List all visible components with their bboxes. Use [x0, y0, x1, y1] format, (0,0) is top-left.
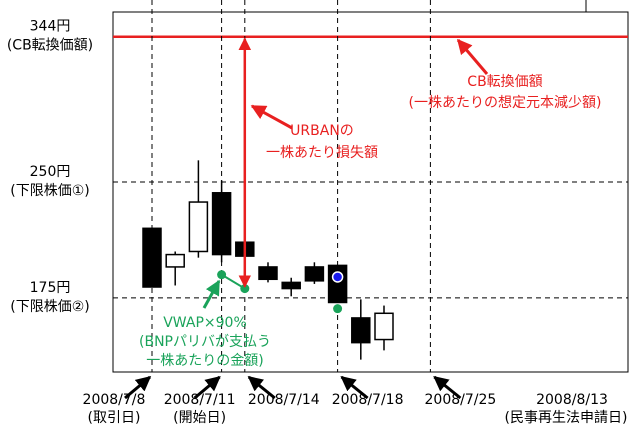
x-tick-label: 2008/8/13: [536, 392, 608, 408]
candle-body: [188, 201, 209, 253]
x-tick-label: 2008/7/14: [248, 392, 320, 408]
annotation: CB転換価額: [467, 74, 542, 90]
candle-body: [327, 264, 348, 304]
annotation-arrow: [456, 38, 489, 75]
series-point: [333, 304, 343, 314]
date-arrow: [247, 375, 276, 400]
y-tick-note: (CB転換価額): [7, 38, 93, 54]
x-tick-note: (開始日): [173, 410, 226, 426]
y-tick-label: 175円: [30, 280, 71, 296]
candle-body: [374, 312, 394, 341]
candle-body: [211, 192, 232, 256]
annotation: (一株あたりの想定元本減少額): [409, 94, 602, 111]
date-arrow: [433, 375, 462, 400]
annotation: 一株あたりの金額): [146, 353, 263, 369]
series-point: [217, 270, 227, 280]
plot-frame: [112, 11, 629, 373]
x-tick-label: 2008/7/8: [83, 392, 146, 408]
candle-body: [142, 227, 162, 288]
x-tick-note: (民事再生法申請日): [505, 410, 628, 426]
x-tick-note: (取引日): [88, 410, 141, 426]
x-tick-label: 2008/7/11: [164, 392, 236, 408]
date-arrow: [193, 375, 221, 400]
series-point: [331, 271, 344, 283]
y-tick-label: 250円: [30, 164, 71, 180]
annotation: (BNPパリバが支払う: [139, 334, 271, 350]
annotation: URBANの: [290, 123, 354, 139]
annotation-arrow: [250, 104, 293, 130]
y-tick-note: (下限株価①): [10, 183, 89, 199]
annotation: VWAP×90%: [163, 315, 247, 331]
candle-body: [351, 317, 371, 344]
annotation-arrow: [202, 279, 221, 309]
candle-body: [281, 281, 301, 290]
candle-body: [304, 266, 325, 282]
candle-body: [258, 266, 278, 281]
annotation: 一株あたり損失額: [266, 145, 378, 161]
date-arrow: [340, 375, 369, 400]
y-tick-label: 344円: [30, 19, 71, 35]
date-arrow: [124, 375, 152, 400]
x-tick-label: 2008/7/25: [425, 392, 497, 408]
x-tick-label: 2008/7/18: [332, 392, 404, 408]
y-tick-note: (下限株価②): [10, 299, 89, 315]
candle-body: [165, 253, 185, 268]
